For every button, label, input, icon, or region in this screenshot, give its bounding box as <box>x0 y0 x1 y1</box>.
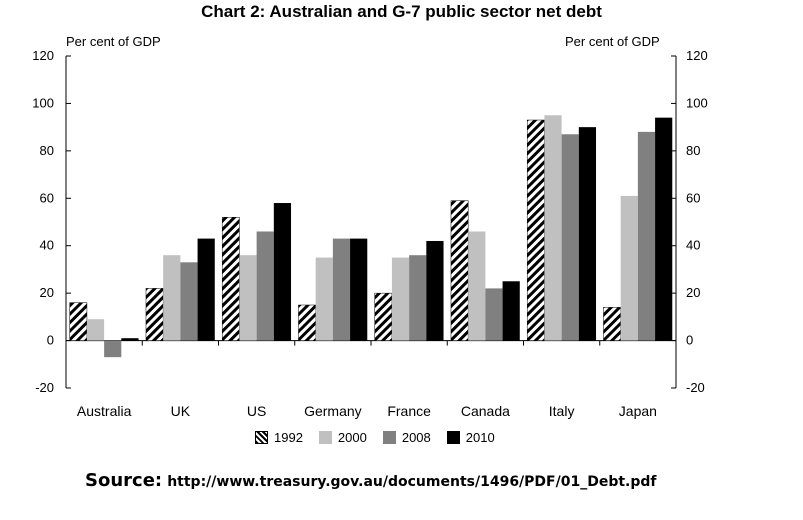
legend-swatch <box>255 431 268 444</box>
source-line: Source: http://www.treasury.gov.au/docum… <box>85 470 657 491</box>
y-tick-label-left: 0 <box>47 333 54 348</box>
legend-item-2010: 2010 <box>446 430 495 445</box>
bar-2010-australia <box>121 338 139 341</box>
x-category-label: Canada <box>461 403 510 419</box>
x-category-label: Japan <box>619 403 657 419</box>
bar-1992-japan <box>603 307 621 341</box>
legend-label: 2000 <box>337 430 367 445</box>
bar-2000-france <box>391 257 410 341</box>
x-category-label: Australia <box>77 403 132 419</box>
bar-1992-us <box>221 217 240 341</box>
y-tick-label-left: -20 <box>35 380 54 395</box>
y-tick-label-right: 0 <box>686 333 693 348</box>
x-category-label: Germany <box>304 403 362 419</box>
y-tick-label-left: 80 <box>40 143 54 158</box>
y-tick-label-right: 20 <box>686 285 700 300</box>
legend-item-2000: 2000 <box>318 430 367 445</box>
y-tick-label-right: 120 <box>686 48 708 63</box>
legend-swatch <box>382 431 396 444</box>
y-tick-label-left: 20 <box>40 285 54 300</box>
y-tick-label-right: 100 <box>686 95 708 110</box>
bar-1992-france <box>374 292 393 341</box>
legend-swatch <box>446 431 460 444</box>
bar-2008-germany <box>332 238 351 341</box>
bar-1992-germany <box>298 304 316 341</box>
y-tick-label-right: -20 <box>686 380 705 395</box>
y-axis-unit-left: Per cent of GDP <box>66 34 161 49</box>
bar-2008-france <box>409 255 427 341</box>
bar-2008-uk <box>180 262 198 341</box>
bar-2008-japan <box>637 131 656 341</box>
y-tick-label-left: 60 <box>40 190 54 205</box>
bar-2008-italy <box>561 134 579 341</box>
chart-title: Chart 2: Australian and G-7 public secto… <box>201 2 602 21</box>
y-axis-unit-right: Per cent of GDP <box>565 34 660 49</box>
bar-1992-canada <box>450 200 469 341</box>
bar-2008-australia <box>104 340 122 358</box>
x-category-label: US <box>247 403 266 419</box>
x-category-label: Italy <box>549 403 575 419</box>
bar-1992-uk <box>145 288 164 341</box>
bar-2000-canada <box>468 231 486 341</box>
legend-item-2008: 2008 <box>382 430 431 445</box>
bar-2000-germany <box>315 257 333 341</box>
chart-plot: -20 -20 0 0 20 20 40 40 60 60 80 80 100 100 120 120 Aust… <box>32 48 708 419</box>
legend-item-1992: 1992 <box>255 430 303 445</box>
bar-2000-japan <box>620 195 638 341</box>
x-category-label: UK <box>171 403 191 419</box>
y-tick-label-left: 40 <box>40 238 54 253</box>
y-tick-label-left: 100 <box>32 95 54 110</box>
y-tick-label-right: 60 <box>686 190 700 205</box>
bar-2010-us <box>273 203 292 341</box>
bar-2000-australia <box>86 319 105 341</box>
y-tick-label-left: 120 <box>32 48 54 63</box>
bar-1992-australia <box>69 302 88 341</box>
legend-label: 1992 <box>274 430 303 445</box>
bar-1992-italy <box>526 119 545 341</box>
bar-2010-france <box>426 240 444 341</box>
y-tick-label-right: 80 <box>686 143 700 158</box>
bar-2010-japan <box>655 117 673 341</box>
bar-2010-italy <box>578 127 597 341</box>
legend-swatch <box>318 431 332 444</box>
source-label: Source: <box>85 470 163 491</box>
bar-2008-canada <box>485 288 503 341</box>
bar-2010-germany <box>350 238 368 341</box>
chart-legend: 1992 2000 2008 2010 <box>255 430 495 445</box>
legend-label: 2010 <box>465 430 495 445</box>
bar-2010-canada <box>502 281 520 341</box>
x-category-label: France <box>387 403 431 419</box>
legend-label: 2008 <box>401 430 431 445</box>
bar-2000-us <box>239 255 257 341</box>
source-url: http://www.treasury.gov.au/documents/149… <box>167 474 657 490</box>
bar-2010-uk <box>197 238 215 341</box>
bar-2008-us <box>256 231 274 341</box>
y-tick-label-right: 40 <box>686 238 700 253</box>
bar-2000-uk <box>163 255 181 341</box>
bar-2000-italy <box>544 115 562 341</box>
